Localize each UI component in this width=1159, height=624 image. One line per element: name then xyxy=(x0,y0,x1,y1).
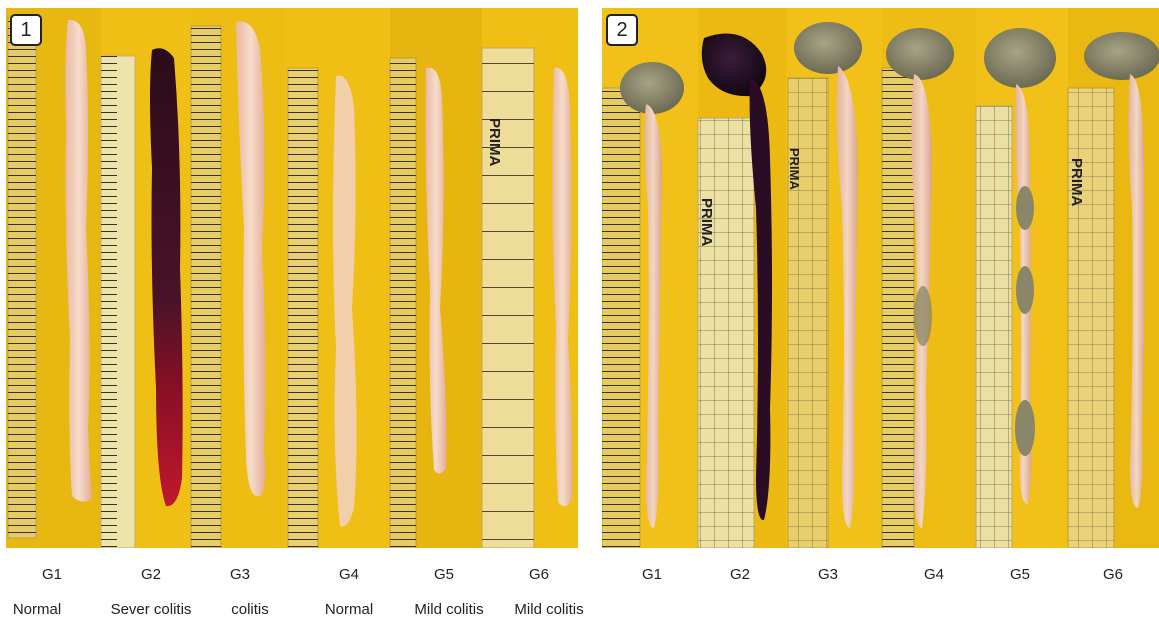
label-group-p1-g2: G2 xyxy=(140,566,161,583)
label-condition-p1-g6: Mild colitis xyxy=(514,601,584,618)
fecal-pellet xyxy=(1016,186,1034,230)
colon-g2 xyxy=(150,48,183,507)
colon-g3 xyxy=(836,66,858,528)
fecal-pellet xyxy=(914,286,932,346)
label-group-p1-g4: G4 xyxy=(338,566,359,583)
colon-g5 xyxy=(425,67,447,474)
cecum-g3 xyxy=(794,22,862,74)
colon-g4 xyxy=(333,75,357,527)
ruler-brand-text: PRIMA xyxy=(486,118,503,167)
cecum-g6 xyxy=(1084,32,1159,80)
colon-g6 xyxy=(552,67,573,507)
ruler-brand-text-c: PRIMA xyxy=(1068,158,1085,207)
label-group-p2-g5: G5 xyxy=(1009,566,1030,583)
label-group-p2-g4: G4 xyxy=(923,566,944,583)
panel-2-image: PRIMA PRIMA PRIMA xyxy=(602,8,1159,548)
colon-g3 xyxy=(236,21,266,497)
label-condition-p1-g2: Sever colitis xyxy=(110,601,192,618)
cecum-g5 xyxy=(984,28,1056,88)
ruler xyxy=(7,17,535,548)
label-group-p2-g3: G3 xyxy=(817,566,838,583)
panel-1-image: PRIMA xyxy=(6,8,578,548)
cecum-g1 xyxy=(620,62,684,114)
panel-number-2: 2 xyxy=(606,14,638,46)
cecum-g4 xyxy=(886,28,954,80)
panel-2-colon-photo: 2 xyxy=(602,8,1159,548)
label-group-p2-g6: G6 xyxy=(1102,566,1123,583)
label-group-p1-g3: G3 xyxy=(229,566,250,583)
label-group-p1-g6: G6 xyxy=(528,566,549,583)
label-condition-p1-g3: colitis xyxy=(231,601,269,618)
label-group-p1-g5: G5 xyxy=(433,566,454,583)
label-condition-p1-g1: Normal xyxy=(12,601,62,618)
colon-g6 xyxy=(1128,74,1145,508)
fecal-pellet xyxy=(1016,266,1034,314)
panel-number-1: 1 xyxy=(10,14,42,46)
colon-g1 xyxy=(644,104,662,528)
ruler-brand-text-a: PRIMA xyxy=(698,198,715,247)
label-condition-p1-g5: Mild colitis xyxy=(414,601,484,618)
fecal-pellet xyxy=(1015,400,1035,456)
label-group-p2-g1: G1 xyxy=(641,566,662,583)
ruler-brand-text-b: PRIMA xyxy=(787,148,802,191)
label-condition-p1-g4: Normal xyxy=(324,601,374,618)
colon-g2 xyxy=(749,78,772,521)
panel-1-colon-photo: 1 xyxy=(6,8,578,548)
label-group-p1-g1: G1 xyxy=(41,566,62,583)
colon-g1 xyxy=(65,19,92,502)
label-group-p2-g2: G2 xyxy=(729,566,750,583)
